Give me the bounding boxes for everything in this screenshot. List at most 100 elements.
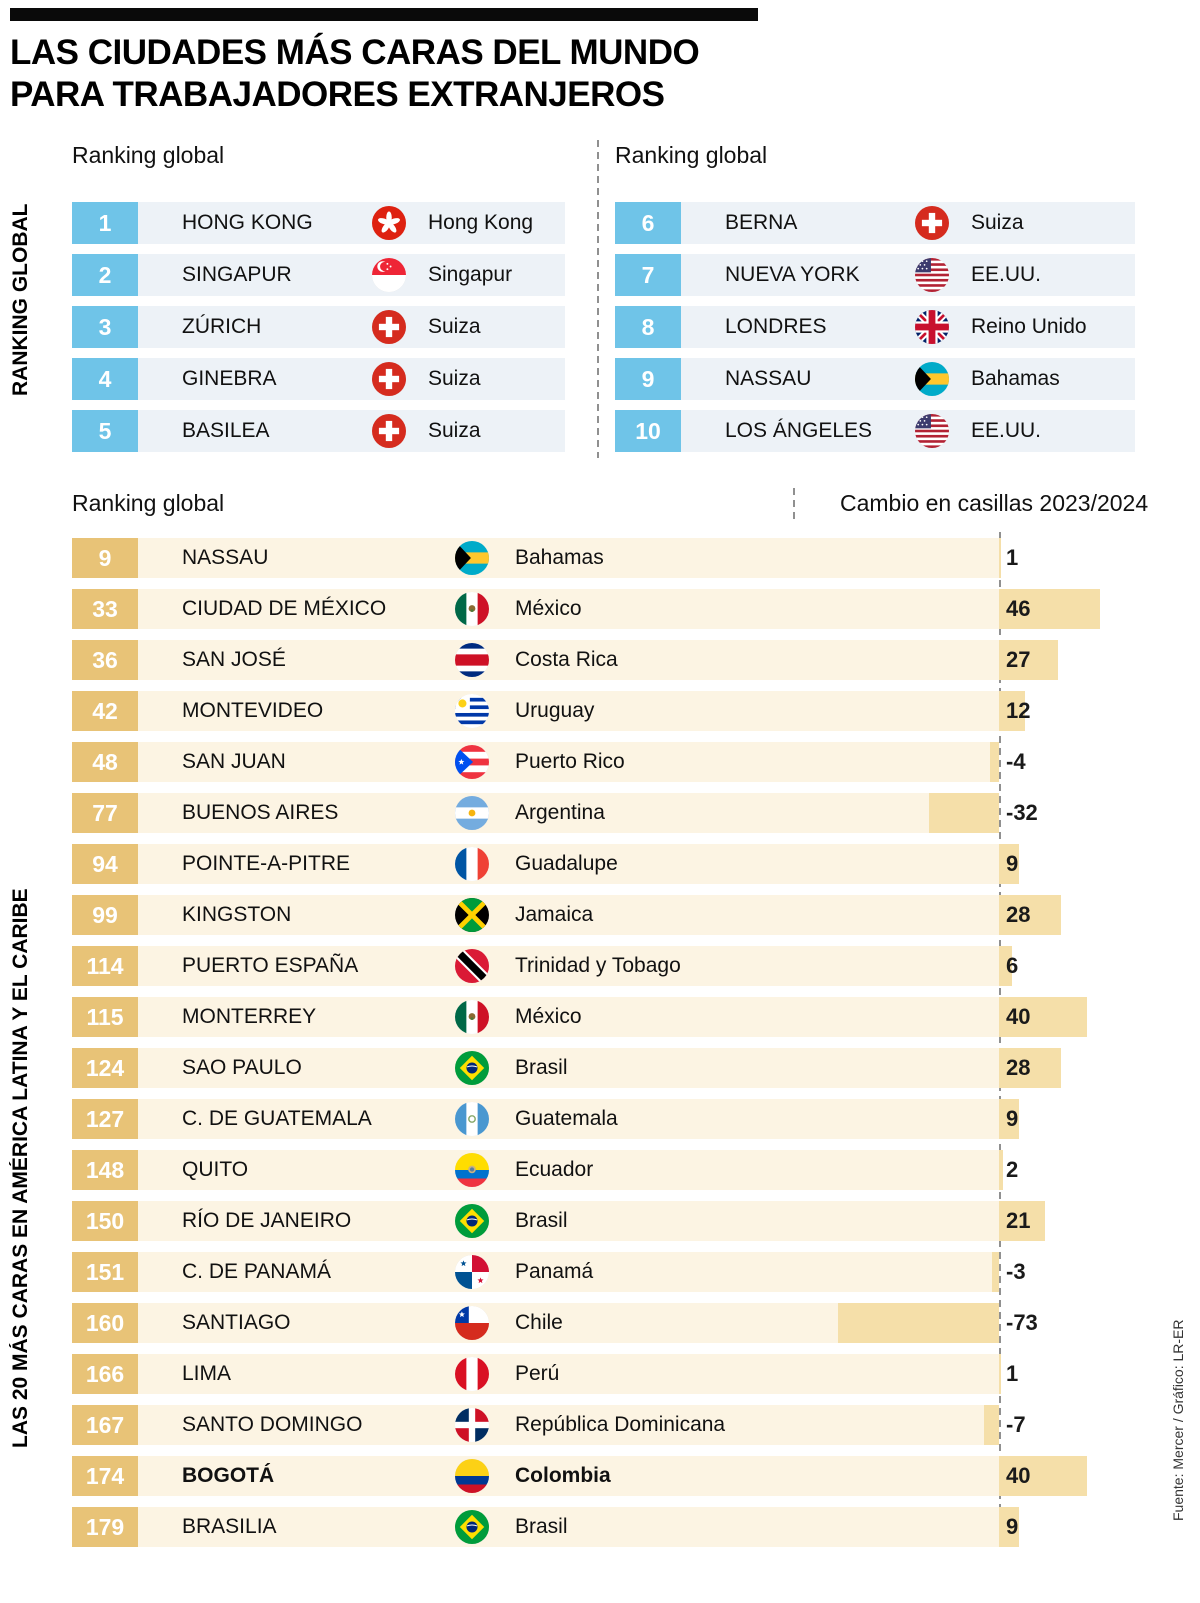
latam-ranking-row: 9 NASSAU Bahamas 1 <box>72 538 1172 578</box>
change-value: 2 <box>1006 1157 1019 1182</box>
change-value: 27 <box>1006 647 1031 672</box>
change-bar <box>929 793 999 833</box>
trinidad-flag-icon <box>455 949 489 983</box>
switzerland-flag-icon <box>372 362 406 396</box>
dominican-republic-flag-icon <box>455 1408 489 1442</box>
latam-ranking-row: 148 QUITO Ecuador 2 <box>72 1150 1172 1190</box>
rank-badge: 33 <box>72 589 138 629</box>
latam-table: 9 NASSAU Bahamas 1 33 CIUDAD DE MÉXICO México 4… <box>72 538 1172 1558</box>
puerto-rico-flag-icon <box>455 745 489 779</box>
page-title-line1: LAS CIUDADES MÁS CARAS DEL MUNDO <box>10 33 700 72</box>
bahamas-flag-icon <box>455 541 489 575</box>
brazil-flag-icon <box>455 1510 489 1544</box>
rank-badge: 3 <box>72 306 138 348</box>
city-name: SANTIAGO <box>182 1311 291 1334</box>
panama-flag-icon <box>455 1255 489 1289</box>
row-background <box>72 793 999 833</box>
global-left-header: Ranking global <box>72 142 225 168</box>
mexico-flag-icon <box>455 1000 489 1034</box>
mexico-flag-icon <box>455 592 489 626</box>
global-left-column: 1 HONG KONG Hong Kong 2 SINGAPUR Singapur 3 ZÚR… <box>72 202 565 462</box>
country-name: República Dominicana <box>515 1413 726 1436</box>
country-name: Brasil <box>515 1209 568 1232</box>
city-name: SAN JOSÉ <box>182 648 286 671</box>
change-value: 21 <box>1006 1208 1031 1233</box>
global-ranking-row: 7 NUEVA YORK EE.UU. <box>615 254 1135 296</box>
latam-ranking-row: 48 SAN JUAN Puerto Rico -4 <box>72 742 1172 782</box>
change-value: 9 <box>1006 851 1019 876</box>
row-background <box>72 1252 999 1292</box>
change-bar <box>999 946 1012 986</box>
change-value: 6 <box>1006 953 1019 978</box>
rank-badge: 179 <box>72 1507 138 1547</box>
city-name: BERNA <box>725 211 798 234</box>
france-flag-icon <box>455 847 489 881</box>
row-background <box>72 1354 999 1394</box>
city-name: KINGSTON <box>182 903 292 926</box>
row-background <box>72 1405 999 1445</box>
country-name: Bahamas <box>971 367 1060 390</box>
city-name: C. DE PANAMÁ <box>182 1260 331 1283</box>
country-name: Suiza <box>428 367 481 390</box>
chile-flag-icon <box>455 1306 489 1340</box>
uk-flag-icon <box>915 310 949 344</box>
change-value: 1 <box>1006 545 1019 570</box>
change-bar <box>999 1099 1019 1139</box>
country-name: Uruguay <box>515 699 595 722</box>
latam-ranking-row: 167 SANTO DOMINGO República Dominicana -7 <box>72 1405 1172 1445</box>
latam-ranking-row: 115 MONTERREY México 40 <box>72 997 1172 1037</box>
latam-left-header: Ranking global <box>72 490 225 516</box>
row-background <box>72 1150 999 1190</box>
change-value: 40 <box>1006 1004 1031 1029</box>
hong-kong-flag-icon <box>372 206 406 240</box>
rank-badge: 1 <box>72 202 138 244</box>
city-name: BRASILIA <box>182 1515 277 1538</box>
latam-ranking-row: 151 C. DE PANAMÁ Panamá -3 <box>72 1252 1172 1292</box>
change-bar <box>984 1405 999 1445</box>
colombia-flag-icon <box>455 1459 489 1493</box>
row-background <box>72 742 999 782</box>
country-name: Argentina <box>515 801 605 824</box>
rank-badge: 150 <box>72 1201 138 1241</box>
change-value: -7 <box>1006 1412 1026 1437</box>
rank-badge: 114 <box>72 946 138 986</box>
country-name: Hong Kong <box>428 211 534 234</box>
city-name: BASILEA <box>182 419 270 442</box>
global-ranking-row: 10 LOS ÁNGELES EE.UU. <box>615 410 1135 452</box>
ecuador-flag-icon <box>455 1153 489 1187</box>
change-value: -32 <box>1006 800 1038 825</box>
brazil-flag-icon <box>455 1051 489 1085</box>
top-black-bar <box>10 8 758 21</box>
singapore-flag-icon <box>372 258 406 292</box>
latam-ranking-row: 124 SAO PAULO Brasil 28 <box>72 1048 1172 1088</box>
country-name: Perú <box>515 1362 560 1385</box>
city-name: POINTE-A-PITRE <box>182 852 351 875</box>
country-name: Colombia <box>515 1464 611 1487</box>
global-ranking-row: 8 LONDRES Reino Unido <box>615 306 1135 348</box>
rank-badge: 8 <box>615 306 681 348</box>
global-right-column: 6 BERNA Suiza 7 NUEVA YORK EE.UU. 8 LONDRES Rein… <box>615 202 1135 462</box>
argentina-flag-icon <box>455 796 489 830</box>
rank-badge: 124 <box>72 1048 138 1088</box>
row-background <box>72 589 999 629</box>
country-name: EE.UU. <box>971 419 1042 442</box>
change-value: 1 <box>1006 1361 1019 1386</box>
rank-badge: 42 <box>72 691 138 731</box>
country-name: EE.UU. <box>971 263 1042 286</box>
usa-flag-icon <box>915 414 949 448</box>
country-name: Bahamas <box>515 546 604 569</box>
rank-badge: 2 <box>72 254 138 296</box>
change-value: 9 <box>1006 1514 1019 1539</box>
change-bar <box>999 1456 1087 1496</box>
city-name: BUENOS AIRES <box>182 801 339 824</box>
country-name: Costa Rica <box>515 648 618 671</box>
global-column-divider <box>597 140 599 458</box>
guatemala-flag-icon <box>455 1102 489 1136</box>
city-name: MONTEVIDEO <box>182 699 324 722</box>
global-ranking-row: 3 ZÚRICH Suiza <box>72 306 565 348</box>
row-background <box>72 538 999 578</box>
peru-flag-icon <box>455 1357 489 1391</box>
row-background <box>72 1507 999 1547</box>
latam-ranking-row: 77 BUENOS AIRES Argentina -32 <box>72 793 1172 833</box>
